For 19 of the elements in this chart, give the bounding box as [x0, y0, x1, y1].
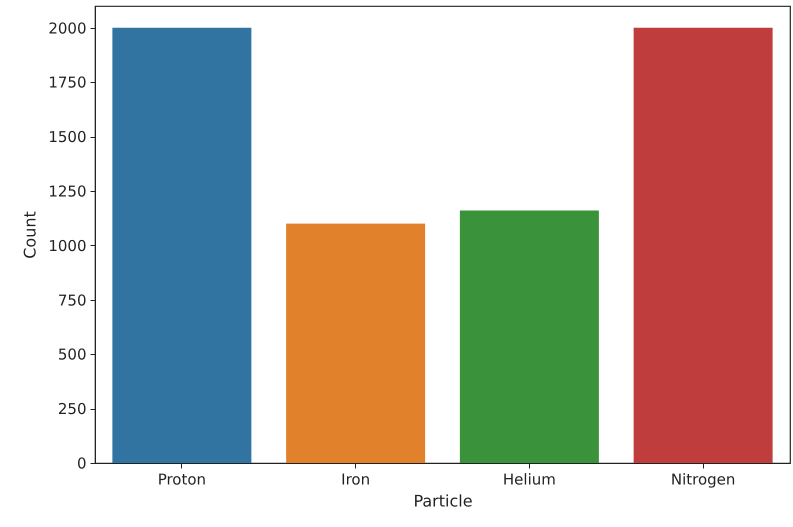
x-tick-label: Nitrogen — [670, 470, 736, 488]
y-tick-label: 1500 — [48, 128, 86, 146]
y-tick-label: 1000 — [48, 236, 86, 255]
y-tick-label: 0 — [76, 454, 86, 472]
y-tick-label: 250 — [58, 400, 86, 418]
bar — [286, 224, 426, 463]
y-tick-label: 1250 — [48, 182, 86, 200]
x-axis-title: Particle — [413, 492, 473, 510]
y-tick-label: 500 — [58, 346, 86, 364]
bar — [460, 210, 599, 463]
bar — [634, 28, 773, 463]
x-tick-label: Iron — [341, 470, 370, 488]
x-tick-label: Helium — [502, 470, 556, 488]
y-tick-label: 2000 — [48, 19, 86, 38]
bar — [112, 28, 252, 463]
x-tick-label: Proton — [158, 470, 206, 488]
y-tick-label: 1750 — [48, 74, 86, 92]
y-tick-label: 750 — [58, 291, 86, 310]
y-axis-title: Count — [20, 211, 40, 259]
